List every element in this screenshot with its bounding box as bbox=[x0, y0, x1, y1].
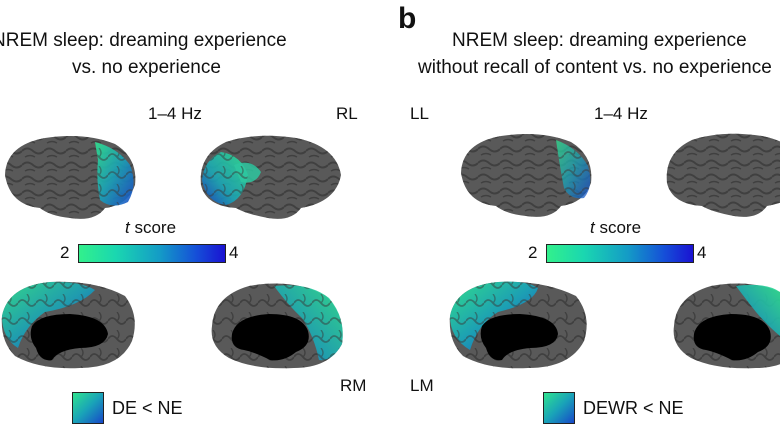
panel-b-cbar-min: 2 bbox=[528, 243, 538, 262]
panel-a-brain-right-lateral bbox=[200, 135, 341, 219]
panel-b-brain-left-medial bbox=[449, 281, 587, 369]
panel-a-cbar-min: 2 bbox=[60, 243, 70, 262]
panel-b-legend-label: DEWR < NE bbox=[583, 398, 684, 418]
panel-a-colorbar bbox=[78, 244, 226, 263]
panel-a-frequency: 1–4 Hz bbox=[148, 104, 202, 123]
panel-b-cbar-max: 4 bbox=[697, 243, 707, 262]
panel-a-brain-left-lateral bbox=[5, 136, 136, 219]
panel-b-cbar-label: t score bbox=[590, 218, 642, 237]
panel-a-title-line1: NREM sleep: dreaming experience bbox=[0, 30, 287, 51]
panel-b-brain-right-lateral bbox=[666, 133, 780, 217]
panel-b-letter: b bbox=[398, 2, 417, 35]
panel-b-view-lm: LM bbox=[410, 376, 434, 395]
panel-b-title-line1: NREM sleep: dreaming experience bbox=[452, 30, 747, 51]
panel-a-cbar-label: t score bbox=[125, 218, 177, 237]
panel-b-frequency: 1–4 Hz bbox=[594, 104, 648, 123]
panel-a-view-rm: RM bbox=[340, 376, 367, 395]
panel-a-view-rl: RL bbox=[336, 104, 358, 123]
panel-b-view-ll: LL bbox=[410, 104, 429, 123]
panel-b-legend-swatch bbox=[543, 392, 575, 424]
panel-a-legend-label: DE < NE bbox=[112, 398, 183, 418]
panel-a-title-line2: vs. no experience bbox=[72, 57, 221, 78]
panel-a-legend-swatch bbox=[72, 392, 104, 424]
panel-b-colorbar bbox=[546, 244, 694, 263]
panel-b-brain-right-medial bbox=[673, 283, 780, 369]
panel-a-brain-left-medial bbox=[1, 281, 135, 369]
panel-a-brain-right-medial bbox=[211, 283, 343, 369]
panel-b-title-line2: without recall of content vs. no experie… bbox=[418, 57, 772, 78]
panel-b-brain-left-lateral bbox=[461, 134, 592, 217]
panel-a-cbar-max: 4 bbox=[229, 243, 239, 262]
